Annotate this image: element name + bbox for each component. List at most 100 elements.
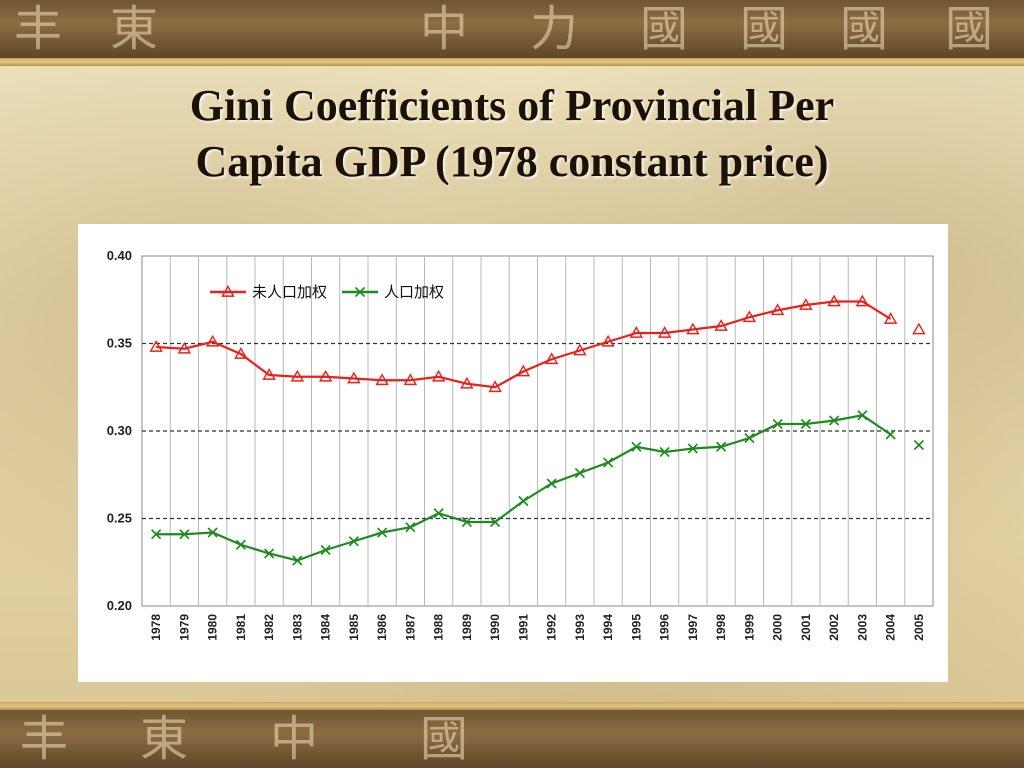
legend-marker — [354, 286, 366, 298]
x-tick-label: 1998 — [714, 614, 728, 641]
x-tick-label: 1989 — [460, 614, 474, 641]
data-point-triangle — [742, 310, 757, 323]
data-point-triangle — [347, 371, 361, 384]
data-point-triangle — [827, 294, 841, 307]
x-tick-label: 1994 — [601, 614, 615, 641]
x-tick-label: 1996 — [658, 614, 672, 641]
data-point-triangle — [629, 326, 644, 338]
data-point-x — [800, 418, 811, 430]
data-point-triangle — [686, 322, 700, 335]
data-point-x — [207, 527, 218, 538]
bottom-gold-rule — [0, 702, 1024, 710]
data-point-triangle — [855, 294, 870, 307]
data-point-x — [235, 539, 246, 550]
data-point-x — [179, 529, 190, 540]
top-decorative-band: 丰 東 中 力 國 國 國 國 — [0, 0, 1024, 58]
x-tick-label: 1988 — [432, 614, 446, 641]
data-point-triangle — [460, 376, 474, 389]
data-point-triangle — [177, 341, 192, 354]
calligraphy-glyph: 國 — [840, 1, 889, 57]
data-point-x — [885, 429, 896, 440]
x-tick-label: 2000 — [771, 614, 785, 641]
x-tick-label: 1981 — [234, 614, 248, 641]
data-point-x — [659, 446, 670, 458]
y-tick-label: 0.30 — [107, 423, 132, 438]
x-tick-label: 1995 — [629, 614, 643, 641]
x-tick-label: 2001 — [799, 614, 813, 641]
data-point-triangle — [290, 369, 305, 382]
data-point-x — [829, 415, 840, 426]
bottom-decorative-band: 丰 東 中 國 — [0, 710, 1024, 768]
data-point-triangle — [375, 373, 389, 386]
data-point-triangle — [318, 369, 333, 382]
x-tick-label: 1978 — [149, 614, 163, 641]
calligraphy-glyph: 國 — [945, 1, 994, 57]
x-tick-label: 1982 — [262, 614, 276, 641]
y-tick-label: 0.40 — [107, 248, 132, 263]
y-tick-label: 0.35 — [107, 336, 132, 351]
data-point-x — [461, 516, 472, 528]
data-point-x — [631, 441, 642, 452]
data-point-triangle — [912, 322, 926, 335]
calligraphy-glyph: 丰 — [14, 1, 63, 57]
calligraphy-glyph: 中 — [420, 1, 469, 57]
data-point-triangle — [770, 303, 785, 316]
calligraphy-glyph: 力 — [530, 1, 579, 57]
top-gold-rule — [0, 58, 1024, 66]
chart-panel: 0.40 0.35 0.30 0.25 0.20 1978 1979 1980 1981 1982… — [78, 224, 948, 682]
data-point-x — [348, 536, 359, 547]
calligraphy-glyph: 東 — [110, 1, 159, 57]
data-point-x — [744, 432, 755, 444]
x-tick-label: 2005 — [912, 614, 926, 641]
x-tick-label: 1979 — [177, 614, 191, 641]
calligraphy-glyph: 國 — [640, 1, 689, 57]
x-tick-label: 1997 — [686, 614, 700, 641]
x-tick-label: 1983 — [290, 614, 304, 641]
data-point-triangle — [403, 373, 418, 386]
x-tick-label: 1990 — [488, 614, 502, 641]
data-point-triangle — [488, 380, 502, 393]
data-point-triangle — [883, 312, 898, 324]
data-point-x — [546, 478, 557, 489]
data-point-x — [264, 548, 275, 559]
data-point-triangle — [262, 368, 276, 380]
data-point-x — [574, 467, 585, 479]
x-tick-label: 1991 — [516, 614, 530, 641]
slide-title-line-2: Capita GDP (1978 constant price) — [195, 137, 829, 186]
calligraphy-glyph: 國 — [740, 1, 789, 57]
data-point-triangle — [799, 298, 813, 310]
x-tick-label: 2002 — [827, 614, 841, 641]
x-tick-label: 1984 — [319, 614, 333, 641]
x-tick-label: 1980 — [206, 614, 220, 641]
data-point-triangle — [431, 369, 446, 382]
data-point-triangle — [601, 334, 615, 347]
calligraphy-glyph: 國 — [420, 711, 469, 767]
data-point-triangle — [205, 334, 220, 347]
data-point-x — [857, 410, 868, 421]
data-point-triangle — [149, 340, 163, 352]
series-line — [156, 300, 892, 389]
legend-label: 人口加权 — [384, 283, 444, 301]
data-point-triangle — [516, 364, 531, 377]
data-point-x — [151, 529, 162, 540]
x-tick-label: 1999 — [742, 614, 756, 641]
calligraphy-glyph: 中 — [270, 711, 319, 767]
x-tick-label: 1985 — [347, 614, 361, 641]
y-tick-label: 0.25 — [107, 511, 132, 526]
x-tick-label: 1986 — [375, 614, 389, 641]
x-tick-label: 2003 — [855, 614, 869, 641]
slide-title: Gini Coefficients of Provincial Per Capi… — [0, 78, 1024, 190]
data-point-x — [603, 457, 614, 468]
data-point-triangle — [234, 347, 248, 359]
calligraphy-glyph: 東 — [140, 711, 189, 767]
slide-title-line-1: Gini Coefficients of Provincial Per — [189, 81, 835, 130]
x-tick-label: 1987 — [403, 614, 417, 641]
x-tick-label: 1992 — [545, 614, 559, 641]
data-point-x — [292, 555, 303, 566]
x-tick-label: 2004 — [884, 614, 898, 641]
data-point-x — [687, 443, 698, 454]
y-tick-label: 0.20 — [107, 598, 132, 613]
x-tick-label: 1993 — [573, 614, 587, 641]
data-point-x — [377, 527, 388, 538]
legend-label: 未人口加权 — [252, 283, 327, 301]
